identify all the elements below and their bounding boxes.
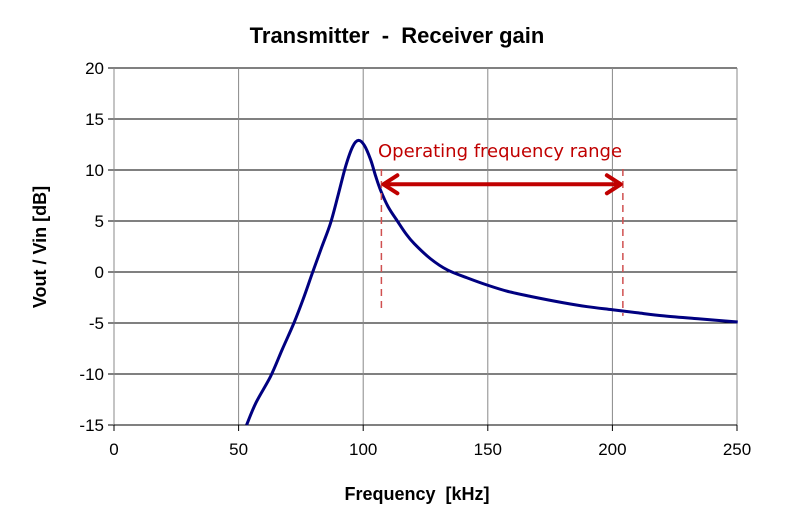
x-tick-label: 100	[349, 440, 377, 459]
y-tick-label: 5	[95, 212, 104, 231]
chart-title: Transmitter - Receiver gain	[250, 23, 545, 48]
annotation: Operating frequency range	[378, 141, 624, 316]
x-axis-title: Frequency [kHz]	[344, 484, 489, 504]
y-tick-label: 0	[95, 263, 104, 282]
y-tick-label: 15	[85, 110, 104, 129]
x-tick-label: 200	[598, 440, 626, 459]
gain-line	[245, 138, 738, 426]
range-arrow-left-head	[381, 173, 400, 196]
grid	[108, 67, 738, 431]
x-tick-labels: 0 50 100 150 200 250	[109, 440, 751, 459]
x-tick-label: 250	[723, 440, 751, 459]
range-arrow-right-head	[604, 173, 623, 196]
y-tick-label: 10	[85, 161, 104, 180]
x-tick-label: 0	[109, 440, 118, 459]
x-tick-label: 50	[229, 440, 248, 459]
y-tick-labels: 20 15 10 5 0 -5 -10 -15	[79, 59, 104, 435]
annotation-label: Operating frequency range	[378, 141, 622, 162]
y-tick-label: -5	[89, 314, 104, 333]
series-layer	[245, 138, 738, 426]
y-axis-title: Vout / Vin [dB]	[30, 186, 50, 308]
y-tick-label: -10	[79, 365, 104, 384]
y-tick-label: 20	[85, 59, 104, 78]
y-tick-label: -15	[79, 416, 104, 435]
x-tick-label: 150	[474, 440, 502, 459]
